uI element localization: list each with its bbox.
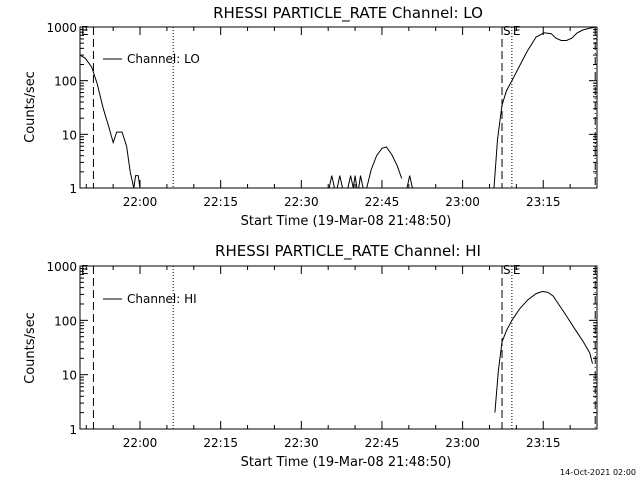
y-tick-label: 1000 — [46, 260, 77, 274]
x-tick-label: 23:15 — [526, 436, 561, 450]
x-tick-label: 22:15 — [203, 436, 238, 450]
legend-entry: Channel: LO — [127, 52, 200, 66]
x-tick-label: 22:00 — [123, 436, 158, 450]
x-axis-label: Start Time (19-Mar-08 21:48:50) — [241, 214, 452, 229]
time-marker-label: E — [81, 263, 89, 277]
x-tick-label: 22:15 — [203, 195, 238, 209]
x-tick-label: 23:00 — [445, 195, 480, 209]
x-tick-label: 22:30 — [284, 195, 319, 209]
y-axis-label: Counts/sec — [23, 71, 38, 143]
x-tick-label: 22:00 — [123, 195, 158, 209]
y-tick-label: 1000 — [46, 21, 77, 35]
series-line — [406, 175, 413, 189]
y-tick-label: 10 — [62, 128, 77, 142]
x-tick-label: 23:15 — [526, 195, 561, 209]
y-axis: 1 10 100 1000 — [46, 21, 597, 196]
legend: Channel: LO — [103, 52, 200, 66]
x-tick-label: 23:00 — [445, 436, 480, 450]
y-tick-label: 100 — [54, 75, 77, 89]
plot-frame — [79, 265, 598, 430]
series-line — [347, 175, 358, 189]
y-axis: 1 10 100 1000 — [46, 260, 597, 437]
legend-entry: Channel: HI — [127, 292, 197, 306]
time-marker-label: E — [513, 24, 521, 38]
chart-title: RHESSI PARTICLE_RATE Channel: LO — [213, 4, 483, 23]
y-axis-label: Counts/sec — [23, 312, 38, 384]
series-line — [493, 26, 597, 189]
plot-frame — [79, 26, 598, 189]
series-line — [336, 175, 343, 189]
chart-title: RHESSI PARTICLE_RATE Channel: HI — [215, 242, 481, 261]
date-stamp: 14-Oct-2021 02:00 — [560, 468, 636, 477]
x-axis: 22:00 22:15 22:30 22:45 23:00 23:15 — [85, 266, 598, 450]
x-axis: 22:00 22:15 22:30 22:45 23:00 23:15 — [85, 27, 598, 209]
series-line — [494, 290, 593, 413]
time-marker-label: E — [81, 24, 89, 38]
series-line — [358, 175, 364, 189]
x-tick-label: 22:45 — [365, 195, 400, 209]
y-tick-label: 10 — [62, 369, 77, 383]
y-tick-label: 100 — [54, 314, 77, 328]
series-line — [328, 175, 335, 189]
chart-panel-lo: RHESSI PARTICLE_RATE Channel: LO Counts/… — [23, 4, 598, 229]
series-line — [79, 54, 135, 189]
time-marker-label: E — [513, 263, 521, 277]
x-tick-label: 22:45 — [365, 436, 400, 450]
x-axis-label: Start Time (19-Mar-08 21:48:50) — [241, 455, 452, 470]
x-tick-label: 22:30 — [284, 436, 319, 450]
chart-panel-hi: RHESSI PARTICLE_RATE Channel: HI Counts/… — [23, 242, 598, 470]
y-tick-label: 1 — [69, 182, 77, 196]
y-tick-label: 1 — [69, 423, 77, 437]
series-line — [133, 175, 141, 189]
legend: Channel: HI — [103, 292, 197, 306]
time-marker-label: S — [503, 24, 511, 38]
time-marker-label: S — [503, 263, 511, 277]
series-line — [366, 146, 403, 189]
series-lines — [79, 26, 597, 189]
series-lines — [494, 290, 593, 413]
